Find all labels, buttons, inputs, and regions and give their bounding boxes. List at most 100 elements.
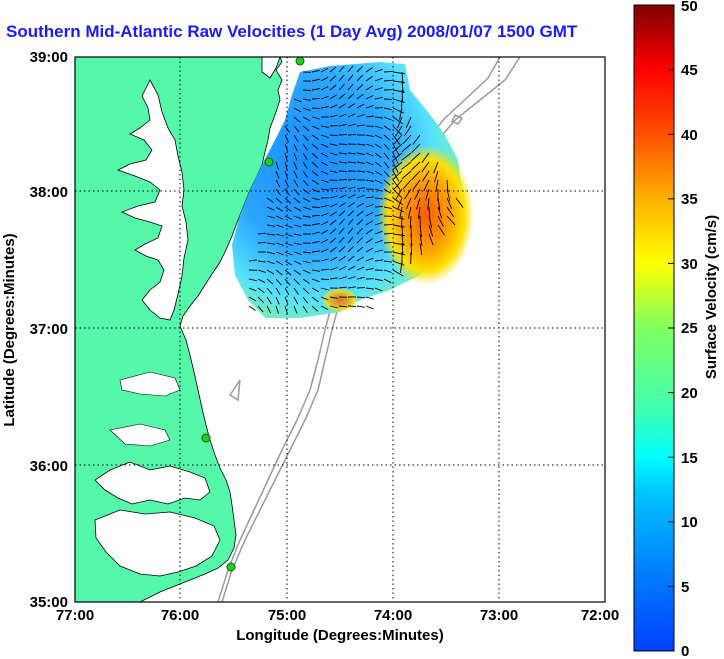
- velocity-arrow: [365, 105, 374, 109]
- velocity-arrow: [302, 134, 309, 142]
- velocity-arrow: [347, 133, 357, 136]
- velocity-arrow: [329, 256, 338, 262]
- y-axis-label: Latitude (Degrees:Minutes): [1, 233, 18, 426]
- velocity-arrow: [401, 143, 412, 153]
- velocity-arrow: [365, 179, 374, 182]
- radar-station-marker: [201, 433, 211, 443]
- velocity-arrow: [329, 114, 338, 118]
- velocity-arrow: [257, 260, 266, 263]
- velocity-arrow: [302, 206, 311, 210]
- velocity-arrow: [356, 210, 364, 217]
- page-title: Southern Mid-Atlantic Raw Velocities (1 …: [6, 22, 578, 41]
- velocity-arrow: [320, 134, 329, 138]
- velocity-arrow: [320, 86, 329, 91]
- velocity-arrow: [356, 219, 364, 226]
- velocity-arrow: [374, 116, 383, 119]
- colorbar-tick-label: 40: [681, 127, 698, 144]
- velocity-arrow: [374, 143, 382, 149]
- velocity-arrow: [347, 265, 356, 271]
- velocity-arrow: [320, 152, 329, 158]
- velocity-arrow: [311, 143, 319, 150]
- velocity-arrow: [435, 179, 439, 192]
- velocity-arrow: [248, 287, 257, 292]
- colorbar-tick-label: 35: [681, 191, 698, 208]
- velocity-arrow: [293, 116, 301, 123]
- velocity-arrow: [392, 161, 403, 170]
- velocity-arrow: [356, 152, 365, 155]
- velocity-arrow: [397, 116, 403, 129]
- velocity-arrow: [248, 296, 257, 302]
- velocity-arrow: [428, 233, 434, 246]
- velocity-arrow: [347, 74, 354, 82]
- velocity-arrow: [338, 113, 347, 118]
- velocity-arrow: [302, 107, 311, 112]
- velocity-arrow: [383, 179, 391, 186]
- velocity-arrow: [275, 251, 284, 256]
- velocity-arrow: [266, 260, 275, 265]
- velocity-arrow: [275, 233, 284, 237]
- velocity-arrow: [338, 186, 347, 190]
- velocity-arrow: [302, 143, 308, 151]
- velocity-arrow: [356, 266, 365, 271]
- velocity-arrow: [293, 233, 302, 237]
- velocity-field: [232, 62, 474, 318]
- velocity-arrow: [374, 287, 383, 292]
- colorbar-tick-label: 15: [681, 450, 698, 467]
- velocity-arrow: [302, 98, 311, 101]
- velocity-arrow: [320, 229, 329, 235]
- velocity-arrow: [293, 98, 302, 103]
- velocity-arrow: [356, 246, 364, 253]
- velocity-arrow: [266, 224, 275, 227]
- velocity-arrow: [446, 188, 451, 201]
- velocity-arrow: [284, 305, 288, 314]
- y-tick-label: 36:00: [30, 458, 68, 475]
- velocity-arrow: [266, 206, 275, 211]
- velocity-arrow: [284, 170, 289, 179]
- velocity-arrow: [275, 206, 284, 212]
- velocity-arrow: [392, 98, 405, 103]
- velocity-arrow: [284, 224, 293, 229]
- velocity-arrow: [329, 170, 338, 174]
- velocity-arrow: [392, 251, 405, 256]
- velocity-arrow: [302, 170, 309, 178]
- velocity-arrow: [412, 134, 421, 145]
- velocity-arrow: [365, 305, 374, 310]
- velocity-arrow: [383, 70, 393, 73]
- velocity-arrow: [410, 161, 421, 171]
- velocity-arrow: [399, 206, 403, 219]
- velocity-arrow: [365, 296, 374, 300]
- velocity-arrow: [392, 80, 405, 84]
- pamlico-sound: [94, 461, 211, 505]
- velocity-arrow: [365, 204, 374, 208]
- velocity-arrow: [311, 197, 320, 201]
- delaware-bay: [261, 57, 281, 79]
- river-inlet: [109, 423, 171, 447]
- velocity-arrow: [402, 134, 412, 145]
- velocity-arrow: [402, 179, 412, 190]
- velocity-arrow: [338, 265, 347, 271]
- velocity-arrow: [374, 161, 382, 168]
- velocity-arrow: [392, 224, 405, 228]
- x-tick-labels: 77:00 76:00 75:00 74:00 73:00 72:00: [56, 607, 619, 624]
- velocity-arrow: [374, 239, 383, 244]
- velocity-arrow: [405, 197, 412, 210]
- velocity-arrow: [338, 170, 348, 172]
- velocity-arrow: [275, 287, 281, 296]
- velocity-arrow: [421, 152, 430, 163]
- y-tick-labels: 39:00 38:00 37:00 36:00 35:00: [30, 49, 68, 611]
- velocity-arrow: [302, 89, 312, 92]
- velocity-arrow: [356, 161, 365, 164]
- velocity-arrow: [293, 107, 302, 113]
- velocity-arrow: [338, 179, 348, 181]
- velocity-arrow: [365, 257, 374, 262]
- x-tick-label: 76:00: [161, 607, 199, 624]
- velocity-arrow: [422, 170, 430, 182]
- velocity-arrow: [329, 94, 337, 100]
- velocity-arrow: [320, 248, 329, 253]
- velocity-arrow: [392, 269, 404, 277]
- velocity-arrow: [329, 134, 339, 137]
- velocity-arrow: [320, 268, 330, 271]
- velocity-arrow: [356, 276, 365, 280]
- velocity-arrow: [302, 215, 311, 218]
- velocity-arrow: [329, 195, 338, 199]
